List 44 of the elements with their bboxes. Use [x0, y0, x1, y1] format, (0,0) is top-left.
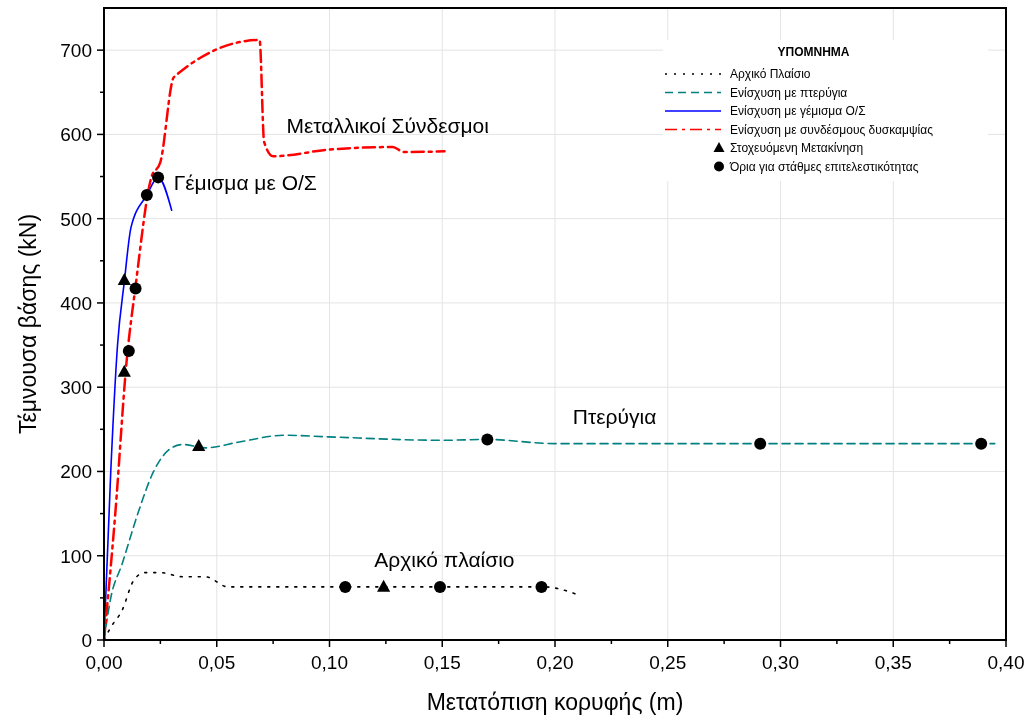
legend-label: Ενίσχυση με πτερύγια: [730, 85, 848, 100]
point: [339, 580, 352, 593]
legend-label: Στοχευόμενη Μετακίνηση: [730, 141, 864, 155]
point: [192, 438, 206, 451]
point: [535, 580, 548, 593]
x-tick-label: 0,20: [536, 652, 574, 673]
x-tick-label: 0,30: [762, 652, 799, 673]
point: [117, 364, 131, 377]
point: [434, 580, 446, 593]
point: [140, 189, 153, 202]
y-tick-label: 200: [60, 461, 92, 483]
y-tick-label: 300: [60, 377, 92, 399]
point: [975, 437, 988, 450]
y-tick-label: 600: [60, 124, 92, 146]
x-tick-label: 0,05: [198, 652, 236, 673]
annotation: Πτερύγια: [572, 404, 657, 428]
legend-label: Αρχικό Πλαίσιο: [730, 67, 811, 81]
point: [754, 437, 767, 450]
point: [152, 171, 165, 184]
x-tick-label: 0,35: [874, 652, 912, 673]
legend-title: ΥΠΟΜΝΗΜΑ: [777, 45, 850, 59]
annotation: Γέμισμα με Ο/Σ: [173, 171, 317, 195]
y-tick-label: 0: [81, 630, 92, 651]
point: [122, 344, 135, 357]
point: [129, 282, 142, 295]
x-tick-label: 0,10: [311, 652, 348, 673]
point: [117, 272, 131, 285]
point: [481, 433, 494, 446]
x-tick-label: 0,15: [423, 652, 461, 673]
point: [377, 579, 391, 592]
legend-label: Ενίσχυση με γέμισμα Ο/Σ: [730, 104, 866, 118]
y-tick-label: 400: [60, 292, 92, 314]
annotation: Μεταλλικοί Σύνδεσμοι: [286, 113, 490, 137]
legend-label: Ενίσχυση με συνδέσμους δυσκαμψίας: [730, 122, 934, 137]
x-tick-label: 0,40: [987, 652, 1025, 673]
x-tick-label: 0,00: [85, 652, 123, 673]
y-tick-label: 100: [60, 545, 92, 567]
x-tick-label: 0,25: [649, 652, 687, 673]
annotation: Αρχικό πλαίσιο: [374, 547, 515, 571]
y-axis-title: Τέμνουσα βάσης (kN): [15, 213, 41, 435]
y-tick-label: 500: [60, 208, 92, 230]
legend-label: Όρια για στάθμες επιτελεστικότητας: [729, 159, 919, 174]
x-axis-title: Μετατόπιση κορυφής (m): [426, 689, 684, 715]
y-tick-label: 700: [60, 40, 92, 62]
